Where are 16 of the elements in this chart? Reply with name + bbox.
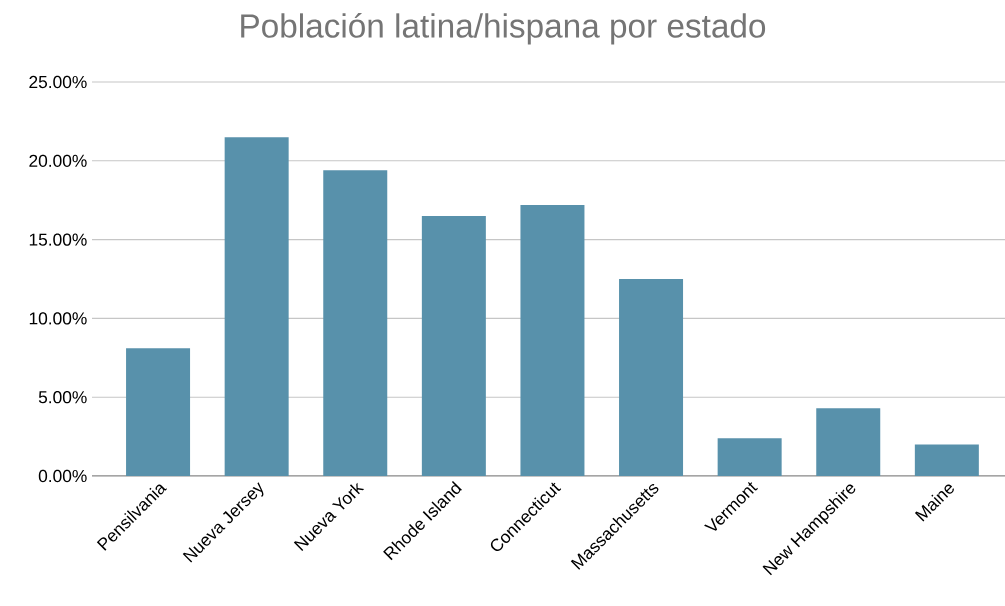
bar [619,279,684,476]
y-tick-label: 25.00% [29,75,87,89]
bar [717,438,782,476]
bar [126,348,191,476]
y-tick-label: 15.00% [29,233,87,246]
bar [224,137,289,476]
bar [323,170,388,476]
bar [914,444,979,476]
bar [816,408,881,476]
chart-title: Población latina/hispana por estado [241,12,766,45]
bar [421,215,486,476]
y-tick-label: 20.00% [29,154,87,167]
y-tick-label: 5.00% [38,391,87,404]
y-tick-label: 10.00% [29,312,87,325]
bar [520,204,585,476]
y-tick-label: 0.00% [38,469,87,483]
